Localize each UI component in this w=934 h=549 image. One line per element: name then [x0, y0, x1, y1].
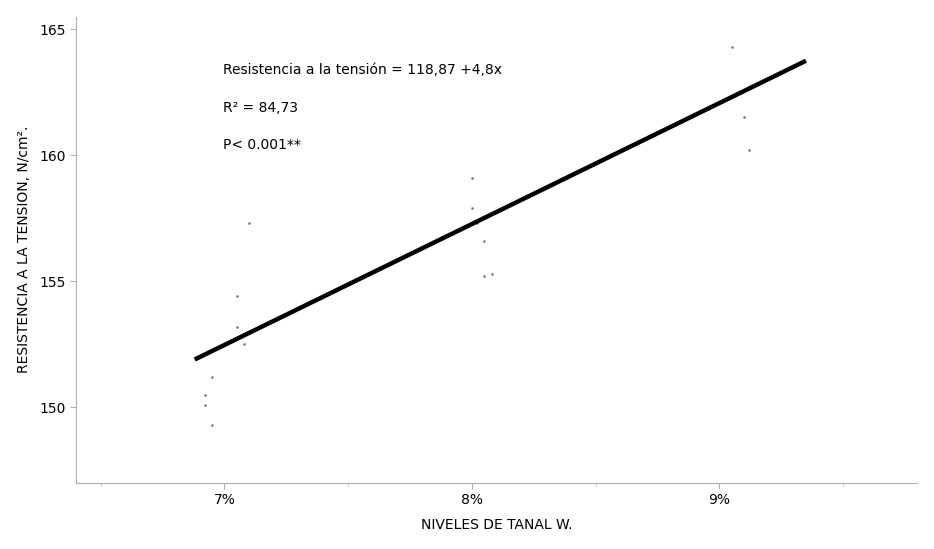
Point — [737, 113, 752, 122]
Point — [476, 272, 491, 281]
Point — [464, 204, 479, 212]
Point — [205, 373, 219, 382]
Point — [197, 400, 212, 409]
Point — [484, 269, 499, 278]
Point — [230, 322, 245, 331]
Point — [242, 219, 257, 228]
Point — [731, 88, 746, 97]
Point — [476, 237, 491, 245]
Point — [464, 173, 479, 182]
Point — [205, 421, 219, 429]
Point — [197, 390, 212, 399]
Text: P< 0.001**: P< 0.001** — [223, 138, 301, 152]
Point — [742, 146, 757, 155]
Point — [724, 42, 739, 51]
Y-axis label: RESISTENCIA A LA TENSION, N/cm².: RESISTENCIA A LA TENSION, N/cm². — [17, 126, 31, 373]
Point — [230, 292, 245, 301]
Point — [470, 219, 485, 228]
X-axis label: NIVELES DE TANAL W.: NIVELES DE TANAL W. — [421, 518, 573, 533]
Point — [236, 340, 251, 349]
Text: R² = 84,73: R² = 84,73 — [223, 100, 298, 115]
Text: Resistencia a la tensión = 118,87 +4,8x: Resistencia a la tensión = 118,87 +4,8x — [223, 63, 502, 77]
